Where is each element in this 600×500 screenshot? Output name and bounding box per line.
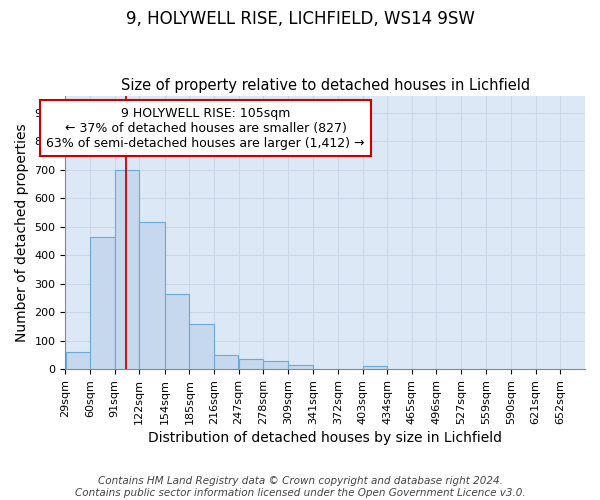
Y-axis label: Number of detached properties: Number of detached properties bbox=[15, 123, 29, 342]
Text: 9, HOLYWELL RISE, LICHFIELD, WS14 9SW: 9, HOLYWELL RISE, LICHFIELD, WS14 9SW bbox=[125, 10, 475, 28]
X-axis label: Distribution of detached houses by size in Lichfield: Distribution of detached houses by size … bbox=[148, 431, 502, 445]
Bar bbox=[90, 236, 115, 369]
Bar bbox=[115, 170, 139, 369]
Text: Contains HM Land Registry data © Crown copyright and database right 2024.
Contai: Contains HM Land Registry data © Crown c… bbox=[74, 476, 526, 498]
Bar bbox=[139, 222, 164, 369]
Title: Size of property relative to detached houses in Lichfield: Size of property relative to detached ho… bbox=[121, 78, 530, 93]
Bar bbox=[263, 360, 288, 369]
Bar bbox=[214, 355, 238, 369]
Bar bbox=[190, 324, 214, 369]
Bar bbox=[239, 359, 263, 369]
Bar bbox=[362, 366, 387, 369]
Text: 9 HOLYWELL RISE: 105sqm
← 37% of detached houses are smaller (827)
63% of semi-d: 9 HOLYWELL RISE: 105sqm ← 37% of detache… bbox=[46, 106, 365, 150]
Bar bbox=[65, 352, 90, 369]
Bar bbox=[288, 365, 313, 369]
Bar bbox=[165, 294, 189, 369]
